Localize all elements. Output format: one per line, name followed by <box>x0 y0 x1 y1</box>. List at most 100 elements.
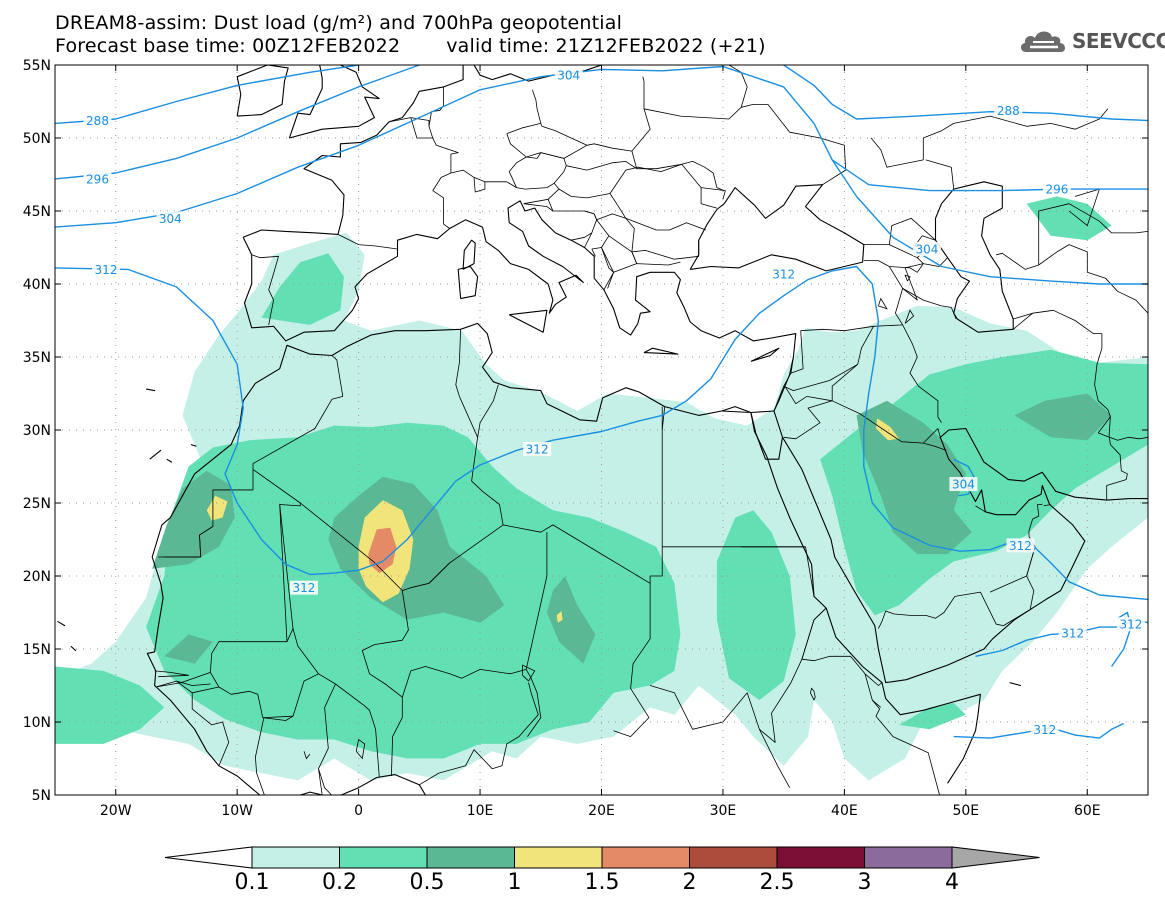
contour-label-bg <box>83 113 112 128</box>
dust-region-level-2 <box>856 400 972 555</box>
country-border <box>279 504 288 642</box>
contour-label-bg <box>156 211 185 226</box>
colorbar-label: 3 <box>857 870 872 895</box>
country-border <box>591 248 596 257</box>
x-tick-label: 60E <box>1074 803 1101 819</box>
coastline <box>457 265 479 300</box>
coastline <box>146 388 156 392</box>
country-border <box>996 244 1148 314</box>
lake-outline <box>809 687 816 701</box>
country-border <box>251 254 279 325</box>
x-tick-label: 10E <box>467 803 494 819</box>
contour-label: 312 <box>1033 723 1056 737</box>
dust-region-level-2 <box>1014 393 1112 441</box>
colorbar-swatch <box>251 846 340 869</box>
contour-label: 304 <box>916 242 939 256</box>
x-tick-label: 50E <box>952 803 979 819</box>
lake-outline <box>355 738 366 760</box>
contour-label-bg <box>994 103 1023 118</box>
geopotential-contours: 288 296 304 304 304 288 296 312 312 312 312 312 304 3… <box>55 65 1148 739</box>
country-border <box>923 428 941 444</box>
country-border <box>388 117 430 127</box>
seevccc-logo: SEEVCCC <box>1018 26 1165 58</box>
country-border <box>989 546 1036 593</box>
coastline <box>750 347 780 362</box>
country-border <box>923 257 948 267</box>
lake-outline <box>1068 188 1101 227</box>
dust-region-level-3 <box>556 611 563 623</box>
country-border <box>523 203 554 212</box>
lake-outline <box>904 309 915 324</box>
country-border <box>571 232 593 241</box>
contour-line <box>783 65 1148 122</box>
country-border <box>506 123 588 146</box>
contour-label: 304 <box>557 69 580 83</box>
y-tick-label: 25N <box>23 496 51 512</box>
country-border <box>975 505 986 513</box>
country-border <box>432 172 452 191</box>
contour-label: 288 <box>997 104 1020 118</box>
country-border <box>759 729 791 788</box>
country-border <box>902 324 942 423</box>
country-border <box>805 546 815 597</box>
coastline <box>289 65 380 139</box>
forecast-base-time: Forecast base time: 00Z12FEB2022 <box>55 35 401 57</box>
country-border <box>674 240 700 260</box>
coastline <box>462 239 476 270</box>
country-border <box>783 396 833 440</box>
coastline <box>508 309 548 333</box>
x-tick-label: 20E <box>588 803 615 819</box>
dust-region-level-3 <box>206 495 228 521</box>
contour-label-bg <box>289 580 318 595</box>
country-border <box>871 699 940 795</box>
y-tick-label: 15N <box>23 642 51 658</box>
country-border <box>210 672 319 721</box>
country-border <box>1108 416 1111 436</box>
contour-label-bg <box>1116 617 1145 632</box>
country-border <box>601 247 614 273</box>
y-tick-label: 5N <box>32 788 51 804</box>
colorbar-label: 0.2 <box>322 870 357 895</box>
country-border <box>609 163 718 219</box>
country-border <box>888 263 924 301</box>
country-border <box>410 117 433 139</box>
valid-time: valid time: 21Z12FEB2022 (+21) <box>446 35 766 57</box>
colorbar-label: 2.5 <box>759 870 795 895</box>
country-border <box>631 251 638 264</box>
country-border <box>801 607 827 660</box>
map-subtitle: Forecast base time: 00Z12FEB2022 valid ti… <box>55 35 766 57</box>
country-border <box>801 655 883 686</box>
coastline <box>721 410 981 784</box>
coastline <box>750 410 784 460</box>
colorbar-label: 2 <box>682 870 697 895</box>
colorbar-swatch <box>601 846 690 869</box>
lake-outline <box>522 664 536 682</box>
country-border <box>361 590 409 777</box>
colorbar-swatch <box>864 846 953 869</box>
country-border <box>584 210 597 220</box>
country-border <box>783 326 874 392</box>
coastline <box>57 620 66 627</box>
country-border <box>784 385 807 405</box>
country-border <box>625 217 707 231</box>
country-border <box>525 532 548 737</box>
country-border <box>506 133 527 158</box>
contour-line <box>831 159 1148 192</box>
dust-region-level-3 <box>876 418 899 441</box>
contour-label-bg <box>554 68 583 83</box>
coastline <box>149 449 162 460</box>
colorbar-label: 0.1 <box>234 870 270 895</box>
country-border <box>419 682 539 786</box>
dust-region-level-2 <box>546 576 596 664</box>
contour-label-bg <box>1006 538 1035 553</box>
colorbar-swatch <box>426 846 515 869</box>
logo-text: SEEVCCC <box>1072 29 1165 53</box>
country-border <box>300 329 504 591</box>
dust-region-level-1 <box>716 510 796 701</box>
country-border <box>503 406 666 584</box>
dust-region-level-1 <box>55 666 165 744</box>
country-border <box>596 219 610 237</box>
colorbar-swatch <box>689 846 778 869</box>
country-border <box>401 666 527 698</box>
